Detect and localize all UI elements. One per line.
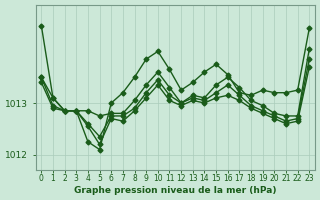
X-axis label: Graphe pression niveau de la mer (hPa): Graphe pression niveau de la mer (hPa) [74, 186, 276, 195]
